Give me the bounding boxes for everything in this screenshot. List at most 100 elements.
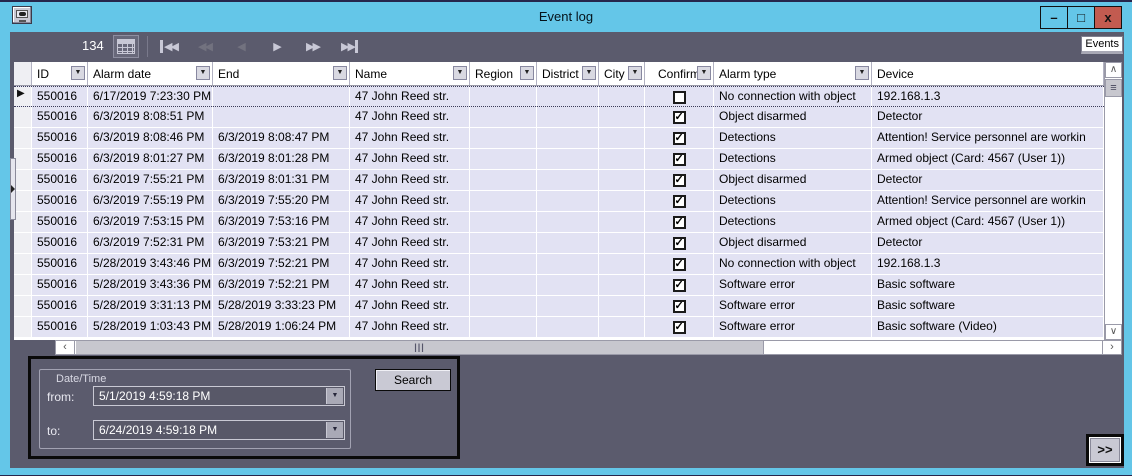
dropdown-arrow-icon[interactable] [326, 422, 343, 438]
scroll-left-icon[interactable]: ‹ [56, 341, 75, 354]
cell-district[interactable] [537, 212, 599, 232]
cell-region[interactable] [470, 149, 537, 169]
cell-city[interactable] [599, 296, 645, 316]
cell-name[interactable]: 47 John Reed str. [350, 87, 470, 106]
cell-name[interactable]: 47 John Reed str. [350, 233, 470, 253]
cell-district[interactable] [537, 128, 599, 148]
cell-city[interactable] [599, 254, 645, 274]
cell-name[interactable]: 47 John Reed str. [350, 107, 470, 127]
confirm-checkbox[interactable]: ✓ [672, 153, 686, 166]
confirm-checkbox[interactable]: ✓ [672, 111, 686, 124]
cell-alarm-date[interactable]: 5/28/2019 3:43:46 PM [88, 254, 213, 274]
to-date-input[interactable]: 6/24/2019 4:59:18 PM [93, 420, 345, 440]
cell-alarm-type[interactable]: Software error [714, 275, 872, 295]
cell-end[interactable] [213, 107, 350, 127]
column-header-alarm-type[interactable]: Alarm type [714, 62, 872, 85]
cell-alarm-type[interactable]: No connection with object [714, 254, 872, 274]
column-header-end[interactable]: End [213, 62, 350, 85]
cell-alarm-date[interactable]: 5/28/2019 1:03:43 PM [88, 317, 213, 337]
cell-id[interactable]: 550016 [32, 296, 88, 316]
cell-alarm-type[interactable]: Object disarmed [714, 233, 872, 253]
filter-dropdown-icon[interactable] [697, 66, 711, 80]
cell-alarm-date[interactable]: 5/28/2019 3:31:13 PM [88, 296, 213, 316]
nav-next-button[interactable]: ▶ [265, 35, 290, 58]
table-row[interactable]: 550016 6/3/2019 7:55:21 PM 6/3/2019 8:01… [14, 170, 1104, 191]
scroll-up-icon[interactable]: ∧ [1105, 62, 1122, 78]
column-header-id[interactable]: ID [32, 62, 88, 85]
filter-dropdown-icon[interactable] [582, 66, 596, 80]
table-row[interactable]: 550016 6/3/2019 8:08:46 PM 6/3/2019 8:08… [14, 128, 1104, 149]
cell-end[interactable]: 6/3/2019 7:53:21 PM [213, 233, 350, 253]
cell-district[interactable] [537, 296, 599, 316]
row-selector-cell[interactable] [14, 128, 32, 148]
cell-id[interactable]: 550016 [32, 317, 88, 337]
cell-city[interactable] [599, 233, 645, 253]
nav-next-page-button[interactable]: ▶▶ [301, 35, 326, 58]
table-row[interactable]: 550016 5/28/2019 3:43:46 PM 6/3/2019 7:5… [14, 254, 1104, 275]
confirm-checkbox[interactable]: ✓ [672, 174, 686, 187]
cell-end[interactable]: 6/3/2019 8:01:28 PM [213, 149, 350, 169]
cell-end[interactable]: 6/3/2019 7:55:20 PM [213, 191, 350, 211]
cell-region[interactable] [470, 254, 537, 274]
confirm-checkbox[interactable]: ✓ [672, 237, 686, 250]
confirm-checkbox[interactable]: ✓ [672, 195, 686, 208]
grid-view-button[interactable] [113, 35, 139, 58]
cell-region[interactable] [470, 296, 537, 316]
table-row[interactable]: ▶ 550016 6/17/2019 7:23:30 PM 47 John Re… [14, 86, 1104, 107]
confirm-checkbox[interactable]: ✓ [672, 132, 686, 145]
filter-dropdown-icon[interactable] [71, 66, 85, 80]
cell-device[interactable]: 192.168.1.3 [872, 254, 1104, 274]
nav-first-button[interactable]: ◀◀ [157, 35, 182, 58]
cell-alarm-type[interactable]: Object disarmed [714, 170, 872, 190]
cell-end[interactable]: 6/3/2019 8:08:47 PM [213, 128, 350, 148]
row-selector-cell[interactable] [14, 233, 32, 253]
filter-dropdown-icon[interactable] [333, 66, 347, 80]
confirm-checkbox[interactable] [672, 91, 686, 104]
filter-dropdown-icon[interactable] [855, 66, 869, 80]
cell-alarm-type[interactable]: Software error [714, 317, 872, 337]
row-selector-cell[interactable] [14, 107, 32, 127]
row-selector-cell[interactable] [14, 275, 32, 295]
cell-end[interactable]: 6/3/2019 7:52:21 PM [213, 254, 350, 274]
cell-city[interactable] [599, 317, 645, 337]
horizontal-scrollbar-thumb[interactable]: ||| [76, 341, 764, 354]
cell-id[interactable]: 550016 [32, 170, 88, 190]
cell-end[interactable]: 6/3/2019 8:01:31 PM [213, 170, 350, 190]
cell-device[interactable]: Attention! Service personnel are workin [872, 191, 1104, 211]
cell-alarm-type[interactable]: Object disarmed [714, 107, 872, 127]
column-header-region[interactable]: Region [470, 62, 537, 85]
nav-last-button[interactable]: ▶▶ [337, 35, 362, 58]
table-row[interactable]: 550016 5/28/2019 1:03:43 PM 5/28/2019 1:… [14, 317, 1104, 338]
row-selector-cell[interactable] [14, 212, 32, 232]
tab-events[interactable]: Events [1081, 36, 1123, 54]
cell-id[interactable]: 550016 [32, 128, 88, 148]
cell-district[interactable] [537, 107, 599, 127]
cell-city[interactable] [599, 275, 645, 295]
cell-region[interactable] [470, 212, 537, 232]
confirm-checkbox[interactable]: ✓ [672, 300, 686, 313]
cell-region[interactable] [470, 191, 537, 211]
row-selector-cell[interactable] [14, 191, 32, 211]
cell-device[interactable]: Armed object (Card: 4567 (User 1)) [872, 212, 1104, 232]
expand-panel-button[interactable]: >> [1086, 434, 1124, 466]
cell-device[interactable]: Armed object (Card: 4567 (User 1)) [872, 149, 1104, 169]
cell-alarm-date[interactable]: 6/3/2019 7:55:19 PM [88, 191, 213, 211]
close-button[interactable]: x [1094, 6, 1122, 29]
maximize-button[interactable]: □ [1067, 6, 1095, 29]
column-header-city[interactable]: City [599, 62, 645, 85]
cell-device[interactable]: Detector [872, 107, 1104, 127]
cell-alarm-date[interactable]: 5/28/2019 3:43:36 PM [88, 275, 213, 295]
confirm-checkbox[interactable]: ✓ [672, 258, 686, 271]
row-selector-cell[interactable] [14, 170, 32, 190]
cell-name[interactable]: 47 John Reed str. [350, 254, 470, 274]
cell-city[interactable] [599, 149, 645, 169]
cell-device[interactable]: 192.168.1.3 [872, 87, 1104, 106]
cell-alarm-type[interactable]: Detections [714, 191, 872, 211]
cell-district[interactable] [537, 170, 599, 190]
cell-district[interactable] [537, 275, 599, 295]
cell-alarm-date[interactable]: 6/3/2019 7:52:31 PM [88, 233, 213, 253]
cell-alarm-type[interactable]: Detections [714, 149, 872, 169]
cell-city[interactable] [599, 212, 645, 232]
filter-dropdown-icon[interactable] [453, 66, 467, 80]
cell-alarm-date[interactable]: 6/3/2019 8:01:27 PM [88, 149, 213, 169]
